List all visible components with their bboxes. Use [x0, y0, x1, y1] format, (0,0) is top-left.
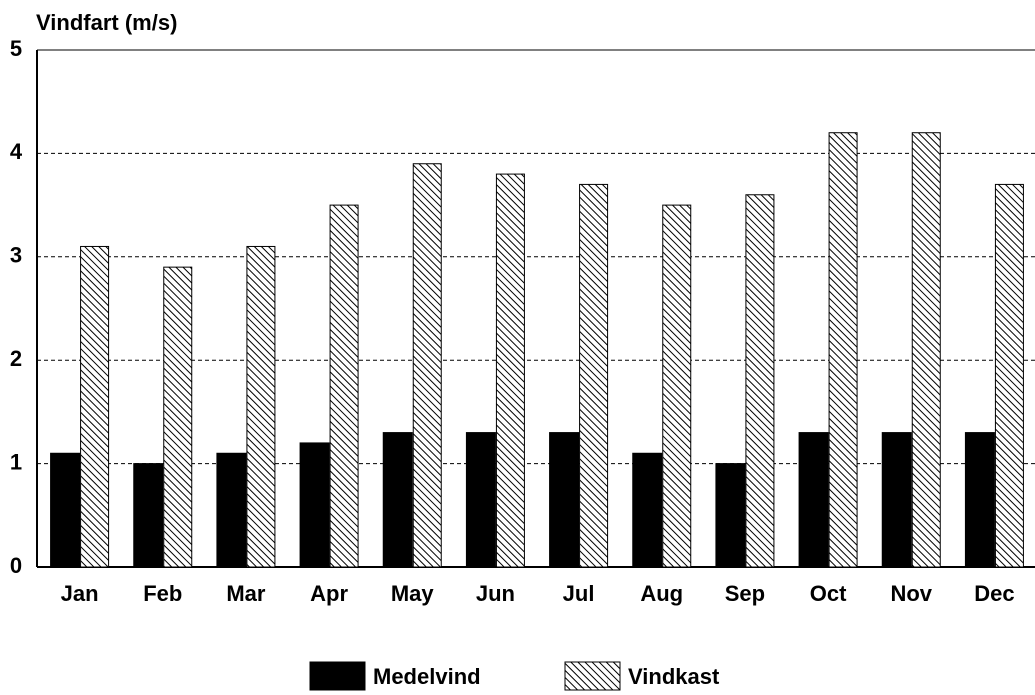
x-tick-label: Aug	[640, 581, 683, 606]
bar	[911, 132, 941, 568]
bar	[382, 432, 413, 568]
bar	[133, 463, 164, 568]
bar	[465, 432, 496, 568]
y-tick-label: 0	[10, 553, 22, 578]
x-tick-label: May	[391, 581, 435, 606]
bar	[994, 183, 1024, 568]
bar	[50, 452, 81, 568]
bar	[745, 194, 775, 568]
bar	[80, 245, 110, 568]
y-tick-label: 5	[10, 36, 22, 61]
x-tick-label: Jun	[476, 581, 515, 606]
legend-swatch	[564, 661, 621, 691]
bar	[579, 183, 609, 568]
bar	[216, 452, 247, 568]
legend-swatch	[309, 661, 366, 691]
y-tick-label: 4	[10, 139, 23, 164]
bar	[828, 132, 858, 568]
legend-label: Vindkast	[628, 664, 720, 689]
y-tick-label: 2	[10, 346, 22, 371]
x-tick-label: Jul	[563, 581, 595, 606]
bar	[246, 245, 276, 568]
x-tick-label: Jan	[61, 581, 99, 606]
x-tick-label: Nov	[890, 581, 932, 606]
x-tick-label: Mar	[226, 581, 266, 606]
bar	[549, 432, 580, 568]
x-tick-label: Sep	[725, 581, 765, 606]
x-tick-label: Apr	[310, 581, 348, 606]
bar	[412, 163, 442, 568]
x-tick-label: Feb	[143, 581, 182, 606]
y-tick-label: 3	[10, 243, 22, 268]
x-tick-label: Dec	[974, 581, 1014, 606]
legend-label: Medelvind	[373, 664, 481, 689]
y-tick-label: 1	[10, 449, 22, 474]
bar	[964, 432, 995, 568]
bar	[495, 173, 525, 568]
bar	[329, 204, 359, 568]
bar	[798, 432, 829, 568]
bar	[632, 452, 663, 568]
x-tick-label: Oct	[810, 581, 847, 606]
bar	[662, 204, 692, 568]
bar	[299, 442, 330, 568]
bar	[715, 463, 746, 568]
bar	[163, 266, 193, 568]
chart-title: Vindfart (m/s)	[36, 10, 177, 35]
bar	[881, 432, 912, 568]
